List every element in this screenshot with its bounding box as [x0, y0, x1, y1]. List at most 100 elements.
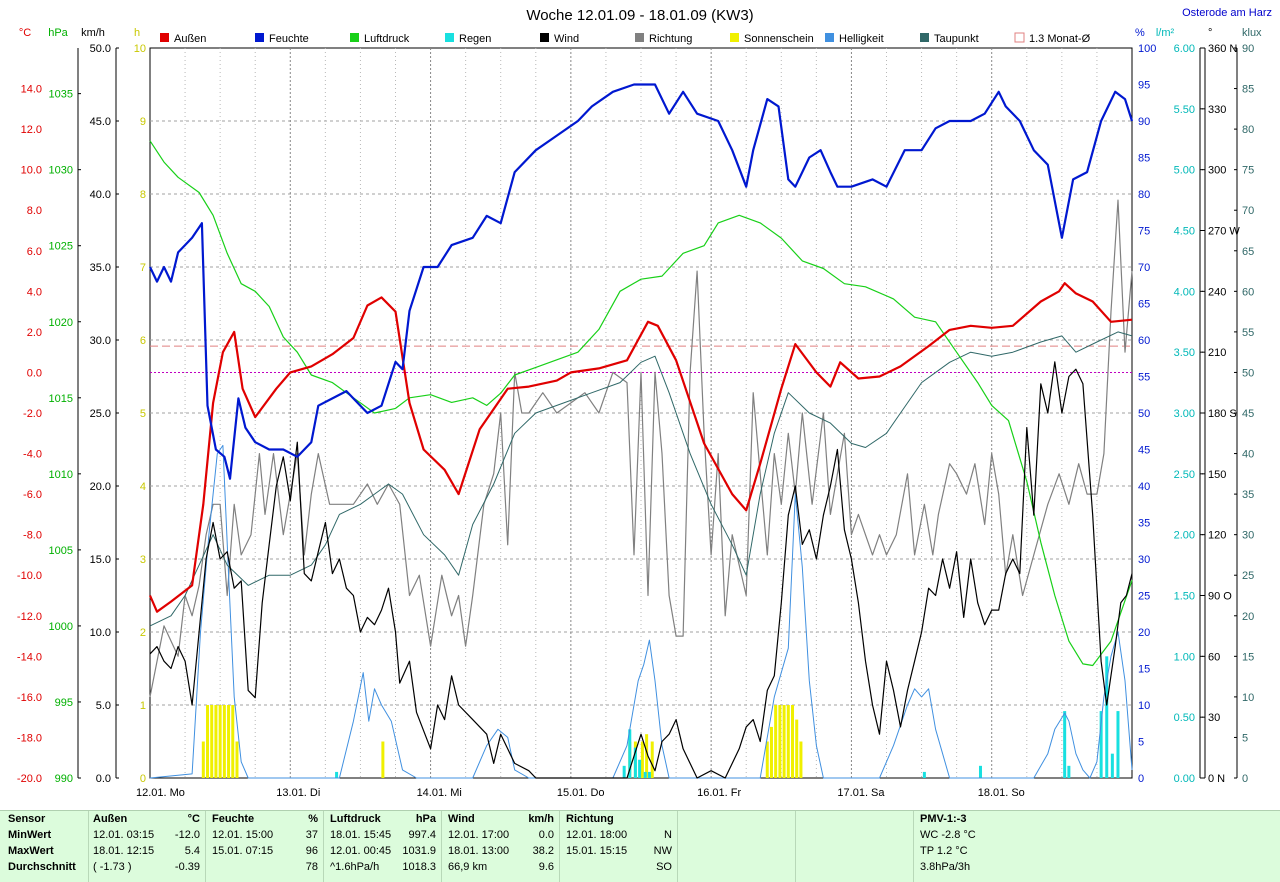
legend: Außen Feuchte Luftdruck Regen Wind Richtung So…: [160, 32, 1091, 45]
axis-tick-label: 1020: [49, 317, 73, 329]
stats-time: 18.01. 15:45: [330, 829, 392, 841]
sonnenschein-bar: [778, 705, 782, 778]
axis-title: °C: [19, 27, 31, 39]
stats-time: 66,9 km: [448, 861, 488, 873]
axis-tick-label: 75: [1138, 226, 1150, 238]
x-axis: 12.01. Mo 13.01. Di 14.01. Mi 15.01. Do 16.0…: [136, 787, 1025, 799]
axis-tick-label: 1015: [49, 393, 73, 405]
stats-col-wind: Wind km/h 12.01. 17:00 0.0 18.01. 13:00 38.…: [441, 811, 560, 882]
wind-line: [149, 361, 1133, 779]
axis-tick-label: 60: [1242, 286, 1254, 298]
axis-tick-label: 3.50: [1174, 347, 1195, 359]
axis-tick-label: 90 O: [1208, 591, 1232, 603]
x-tick-label: 16.01. Fr: [697, 787, 741, 799]
axis-tick-label: 0.00: [1174, 773, 1195, 785]
axis-tick-label: 270 W: [1208, 226, 1240, 238]
axis-tick-label: 25.0: [90, 408, 111, 420]
legend-label-aussen: Außen: [174, 33, 206, 45]
axis-tick-label: 1: [140, 700, 146, 712]
axis-tick-label: 90: [1138, 116, 1150, 128]
axis-tick-label: 5: [1242, 732, 1248, 744]
stats-time: 12.01. 18:00: [566, 829, 628, 841]
axis-tick-label: 1000: [49, 621, 73, 633]
weather-chart: Woche 12.01.09 - 18.01.09 (KW3) Osterode…: [17, 7, 1272, 799]
stats-value: 38.2: [532, 845, 554, 857]
stats-value: 9.6: [538, 861, 554, 873]
axis-tick-label: 3.00: [1174, 408, 1195, 420]
stats-header: Feuchte: [212, 813, 255, 825]
axis-tick-label: 0.0: [27, 367, 42, 379]
stats-value: 3.8hPa/3h: [920, 861, 971, 873]
axis-tick-label: 9: [140, 116, 146, 128]
sonnenschein-bar: [769, 726, 773, 778]
axis-tick-label: 40: [1138, 481, 1150, 493]
axis-tick-label: 2.0: [27, 327, 42, 339]
regen-bar: [628, 729, 632, 778]
axis-tick-label: 120: [1208, 530, 1226, 542]
axis-tick-label: 10.0: [90, 627, 111, 639]
axis-tick-label: 7: [140, 262, 146, 274]
axis-tick-label: 2: [140, 627, 146, 639]
regen-bar: [633, 747, 637, 778]
axis-tick-label: 300: [1208, 165, 1226, 177]
axis-tick-label: 0: [1242, 773, 1248, 785]
axis-tick-label: 1030: [49, 165, 73, 177]
stats-col-empty: [795, 811, 914, 882]
axis-tick-label: 70: [1138, 262, 1150, 274]
sonnenschein-bar: [795, 719, 799, 778]
reference-lines: [150, 345, 1132, 373]
sonnenschein-bar: [640, 741, 644, 778]
axis-tick-label: 3: [140, 554, 146, 566]
axis-tick-label: -12.0: [17, 611, 42, 623]
axis-tick-label: 50: [1138, 408, 1150, 420]
axis-tick-label: 2.00: [1174, 530, 1195, 542]
stats-time: 12.01. 03:15: [93, 829, 155, 841]
sonnenschein-bar: [214, 705, 218, 778]
stats-value: NW: [653, 845, 672, 857]
axis-tick-label: 4.00: [1174, 286, 1195, 298]
axis-tick-label: 45: [1138, 445, 1150, 457]
sonnenschein-bar: [782, 705, 786, 778]
axis-title: h: [134, 27, 140, 39]
axis-tick-label: 2.50: [1174, 469, 1195, 481]
sonnenschein-bar: [206, 705, 210, 778]
axis-tick-label: 50.0: [90, 43, 111, 55]
sonnenschein-bar: [786, 705, 790, 778]
regen-bar: [638, 759, 642, 778]
x-tick-label: 17.01. Sa: [837, 787, 885, 799]
stats-row-label: MaxWert: [8, 845, 54, 857]
axis-tick-label: 90: [1242, 43, 1254, 55]
feuchte-line: [149, 83, 1134, 480]
axis-tick-label: 180 S: [1208, 408, 1237, 420]
chart-title: Woche 12.01.09 - 18.01.09 (KW3): [526, 7, 753, 24]
axis-tick-label: -10.0: [17, 570, 42, 582]
helligkeit-line: [149, 444, 1133, 779]
stats-col-empty: [677, 811, 796, 882]
stats-value: SO: [656, 861, 672, 873]
axis-tick-label: 50: [1242, 367, 1254, 379]
axis-tick-label: 1010: [49, 469, 73, 481]
legend-label-sonnenschein: Sonnenschein: [744, 33, 814, 45]
x-tick-label: 14.01. Mi: [417, 787, 462, 799]
axis-title: l/m²: [1156, 27, 1175, 39]
stats-header: Wind: [448, 813, 475, 825]
axis-tick-label: 25: [1242, 570, 1254, 582]
sonnenschein-bar: [231, 705, 235, 778]
axis-tick-label: 0: [140, 773, 146, 785]
axis-tick-label: 80: [1138, 189, 1150, 201]
stats-row-label: Durchschnitt: [8, 861, 76, 873]
axis-tick-label: 5.00: [1174, 165, 1195, 177]
stats-col-richtung: Richtung 12.01. 18:00 N 15.01. 15:15 NW SO: [559, 811, 678, 882]
axis-tick-label: 75: [1242, 165, 1254, 177]
stats-col-aussen: Außen °C 12.01. 03:15 -12.0 18.01. 12:15 5.…: [88, 811, 206, 882]
axis-tick-label: 20.0: [90, 481, 111, 493]
stats-time: ^1.6hPa/h: [330, 861, 380, 873]
axis-tick-label: 65: [1242, 246, 1254, 258]
stats-time: 12.01. 15:00: [212, 829, 274, 841]
legend-swatch-monat: [1014, 32, 1025, 43]
legend-swatch-taupunkt: [920, 33, 929, 42]
legend-label-wind: Wind: [554, 33, 579, 45]
axis-tick-label: 5: [1138, 737, 1144, 749]
bar-series: [201, 656, 1120, 778]
axis-tick-label: 10: [1138, 700, 1150, 712]
